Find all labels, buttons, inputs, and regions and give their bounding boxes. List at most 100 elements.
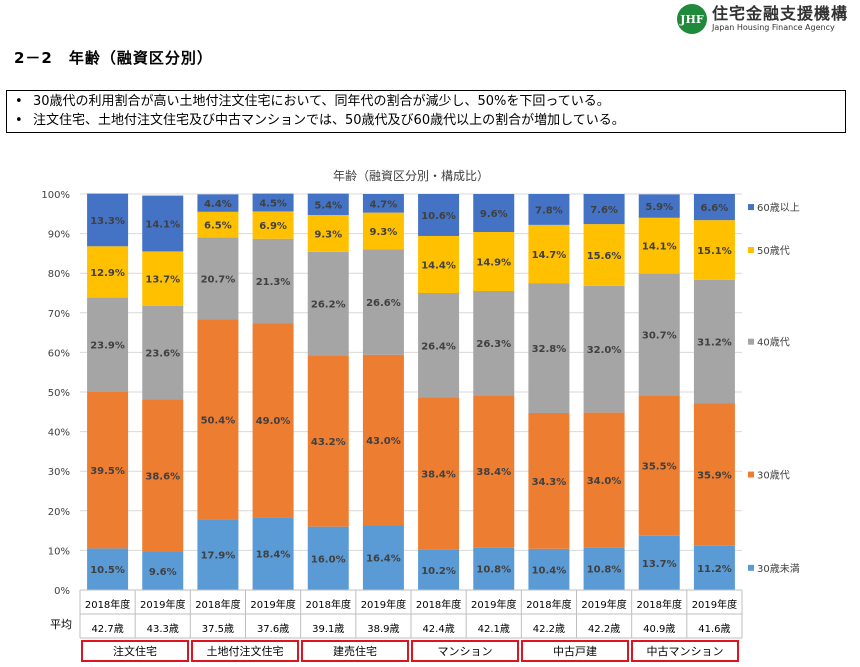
average-value: 37.6歳 <box>257 623 289 635</box>
bar-segment <box>693 403 735 546</box>
bar-segment <box>583 285 625 413</box>
bar-segment <box>252 211 294 239</box>
data-label: 14.4% <box>421 260 456 271</box>
data-label: 43.0% <box>366 436 401 447</box>
average-value: 42.7歳 <box>91 623 123 635</box>
bar-segment <box>473 395 515 548</box>
bar-segment <box>638 395 680 536</box>
bullet-mark: • <box>15 94 23 109</box>
category-box-1: 土地付注文住宅 <box>191 640 299 662</box>
data-label: 10.6% <box>421 211 456 222</box>
y-tick-label: 0% <box>54 586 70 597</box>
bar-segment <box>87 548 129 590</box>
data-label: 16.4% <box>366 554 401 565</box>
category-box-2: 建売住宅 <box>301 640 409 662</box>
category-label: 土地付注文住宅 <box>206 645 284 658</box>
bar-segment <box>693 194 735 221</box>
data-label: 10.8% <box>476 565 511 576</box>
data-label: 13.7% <box>642 559 677 570</box>
average-value: 42.2歳 <box>588 623 620 635</box>
data-label: 6.6% <box>701 203 729 214</box>
average-value: 43.3歳 <box>147 623 179 635</box>
data-label: 38.4% <box>421 470 456 481</box>
bullet-item: • 注文住宅、土地付注文住宅及び中古マンションでは、50歳代及び60歳代以上の割合… <box>15 111 837 130</box>
x-tick-label: 2019年度 <box>581 598 626 611</box>
logo-name: 住宅金融支援機構 <box>711 4 848 23</box>
category-label: 中古戸建 <box>553 645 597 658</box>
y-tick-label: 30% <box>48 467 70 478</box>
bar-segment <box>418 235 460 293</box>
bullet-item: • 30歳代の利用割合が高い土地付注文住宅において、同年代の割合が減少し、50%を… <box>15 92 837 111</box>
logo-subtitle: Japan Housing Finance Agency <box>711 23 835 32</box>
bar-segment <box>252 193 294 212</box>
legend-swatch <box>748 204 754 211</box>
average-value: 42.1歳 <box>478 623 510 635</box>
bar-segment <box>362 525 404 590</box>
bar-segment <box>307 214 349 252</box>
y-tick-label: 10% <box>48 546 70 557</box>
x-tick-label: 2019年度 <box>140 598 185 611</box>
bar-segment <box>693 545 735 590</box>
average-value: 42.2歳 <box>533 623 565 635</box>
data-label: 9.6% <box>149 567 177 578</box>
bar-segment <box>638 217 680 274</box>
legend-swatch <box>748 471 754 478</box>
y-tick-label: 80% <box>48 269 70 280</box>
x-tick-label: 2019年度 <box>250 598 295 611</box>
bar-segment <box>418 397 460 550</box>
data-label: 23.9% <box>90 341 125 352</box>
bar-segment <box>693 279 735 404</box>
legend-swatch <box>748 564 754 571</box>
data-label: 17.9% <box>201 551 236 562</box>
y-tick-label: 100% <box>41 190 70 201</box>
data-label: 10.5% <box>90 565 125 576</box>
bar-segment <box>583 194 625 225</box>
bar-segment <box>528 283 570 413</box>
data-label: 23.6% <box>145 348 180 359</box>
data-label: 38.4% <box>476 467 511 478</box>
data-label: 30.7% <box>642 330 677 341</box>
data-label: 6.9% <box>259 221 287 232</box>
data-label: 9.3% <box>370 227 398 238</box>
y-tick-label: 90% <box>48 230 70 241</box>
category-label: 建売住宅 <box>333 645 377 658</box>
legend-swatch <box>748 247 754 254</box>
data-label: 35.9% <box>697 471 732 482</box>
summary-box: • 30歳代の利用割合が高い土地付注文住宅において、同年代の割合が減少し、50%を… <box>6 90 846 133</box>
bar-segment <box>87 246 129 298</box>
data-label: 14.1% <box>145 220 180 231</box>
data-label: 4.7% <box>370 199 398 210</box>
data-label: 50.4% <box>201 415 236 426</box>
average-value: 41.6歳 <box>698 623 730 635</box>
average-value: 40.9歳 <box>643 623 675 635</box>
data-label: 12.9% <box>90 268 125 279</box>
bar-segment <box>307 355 349 527</box>
bar-segment <box>307 193 349 215</box>
bar-segment <box>528 548 570 590</box>
data-label: 14.7% <box>532 250 567 261</box>
data-label: 13.3% <box>90 216 125 227</box>
bar-segment <box>362 354 404 526</box>
bar-segment <box>87 392 129 549</box>
category-label: 中古マンション <box>646 645 724 658</box>
bar-segment <box>418 549 460 590</box>
bar-segment <box>693 220 735 280</box>
legend-label: 50歳代 <box>757 245 790 257</box>
average-value: 39.1歳 <box>312 623 344 635</box>
data-label: 34.3% <box>532 477 567 488</box>
bar-segment <box>142 399 184 552</box>
bar-segment <box>583 547 625 590</box>
data-label: 5.4% <box>314 200 342 211</box>
chart-title: 年齢（融資区分別・構成比） <box>333 168 489 183</box>
bar-segment <box>197 519 239 590</box>
legend-label: 40歳代 <box>757 337 790 349</box>
data-label: 26.3% <box>476 339 511 350</box>
data-label: 35.5% <box>642 461 677 472</box>
bar-segment <box>142 551 184 590</box>
category-box-4: 中古戸建 <box>521 640 629 662</box>
category-box-5: 中古マンション <box>631 640 739 662</box>
y-tick-label: 60% <box>48 348 70 359</box>
bullet-mark: • <box>15 113 23 128</box>
bar-segment <box>528 224 570 284</box>
x-tick-label: 2018年度 <box>416 598 461 611</box>
